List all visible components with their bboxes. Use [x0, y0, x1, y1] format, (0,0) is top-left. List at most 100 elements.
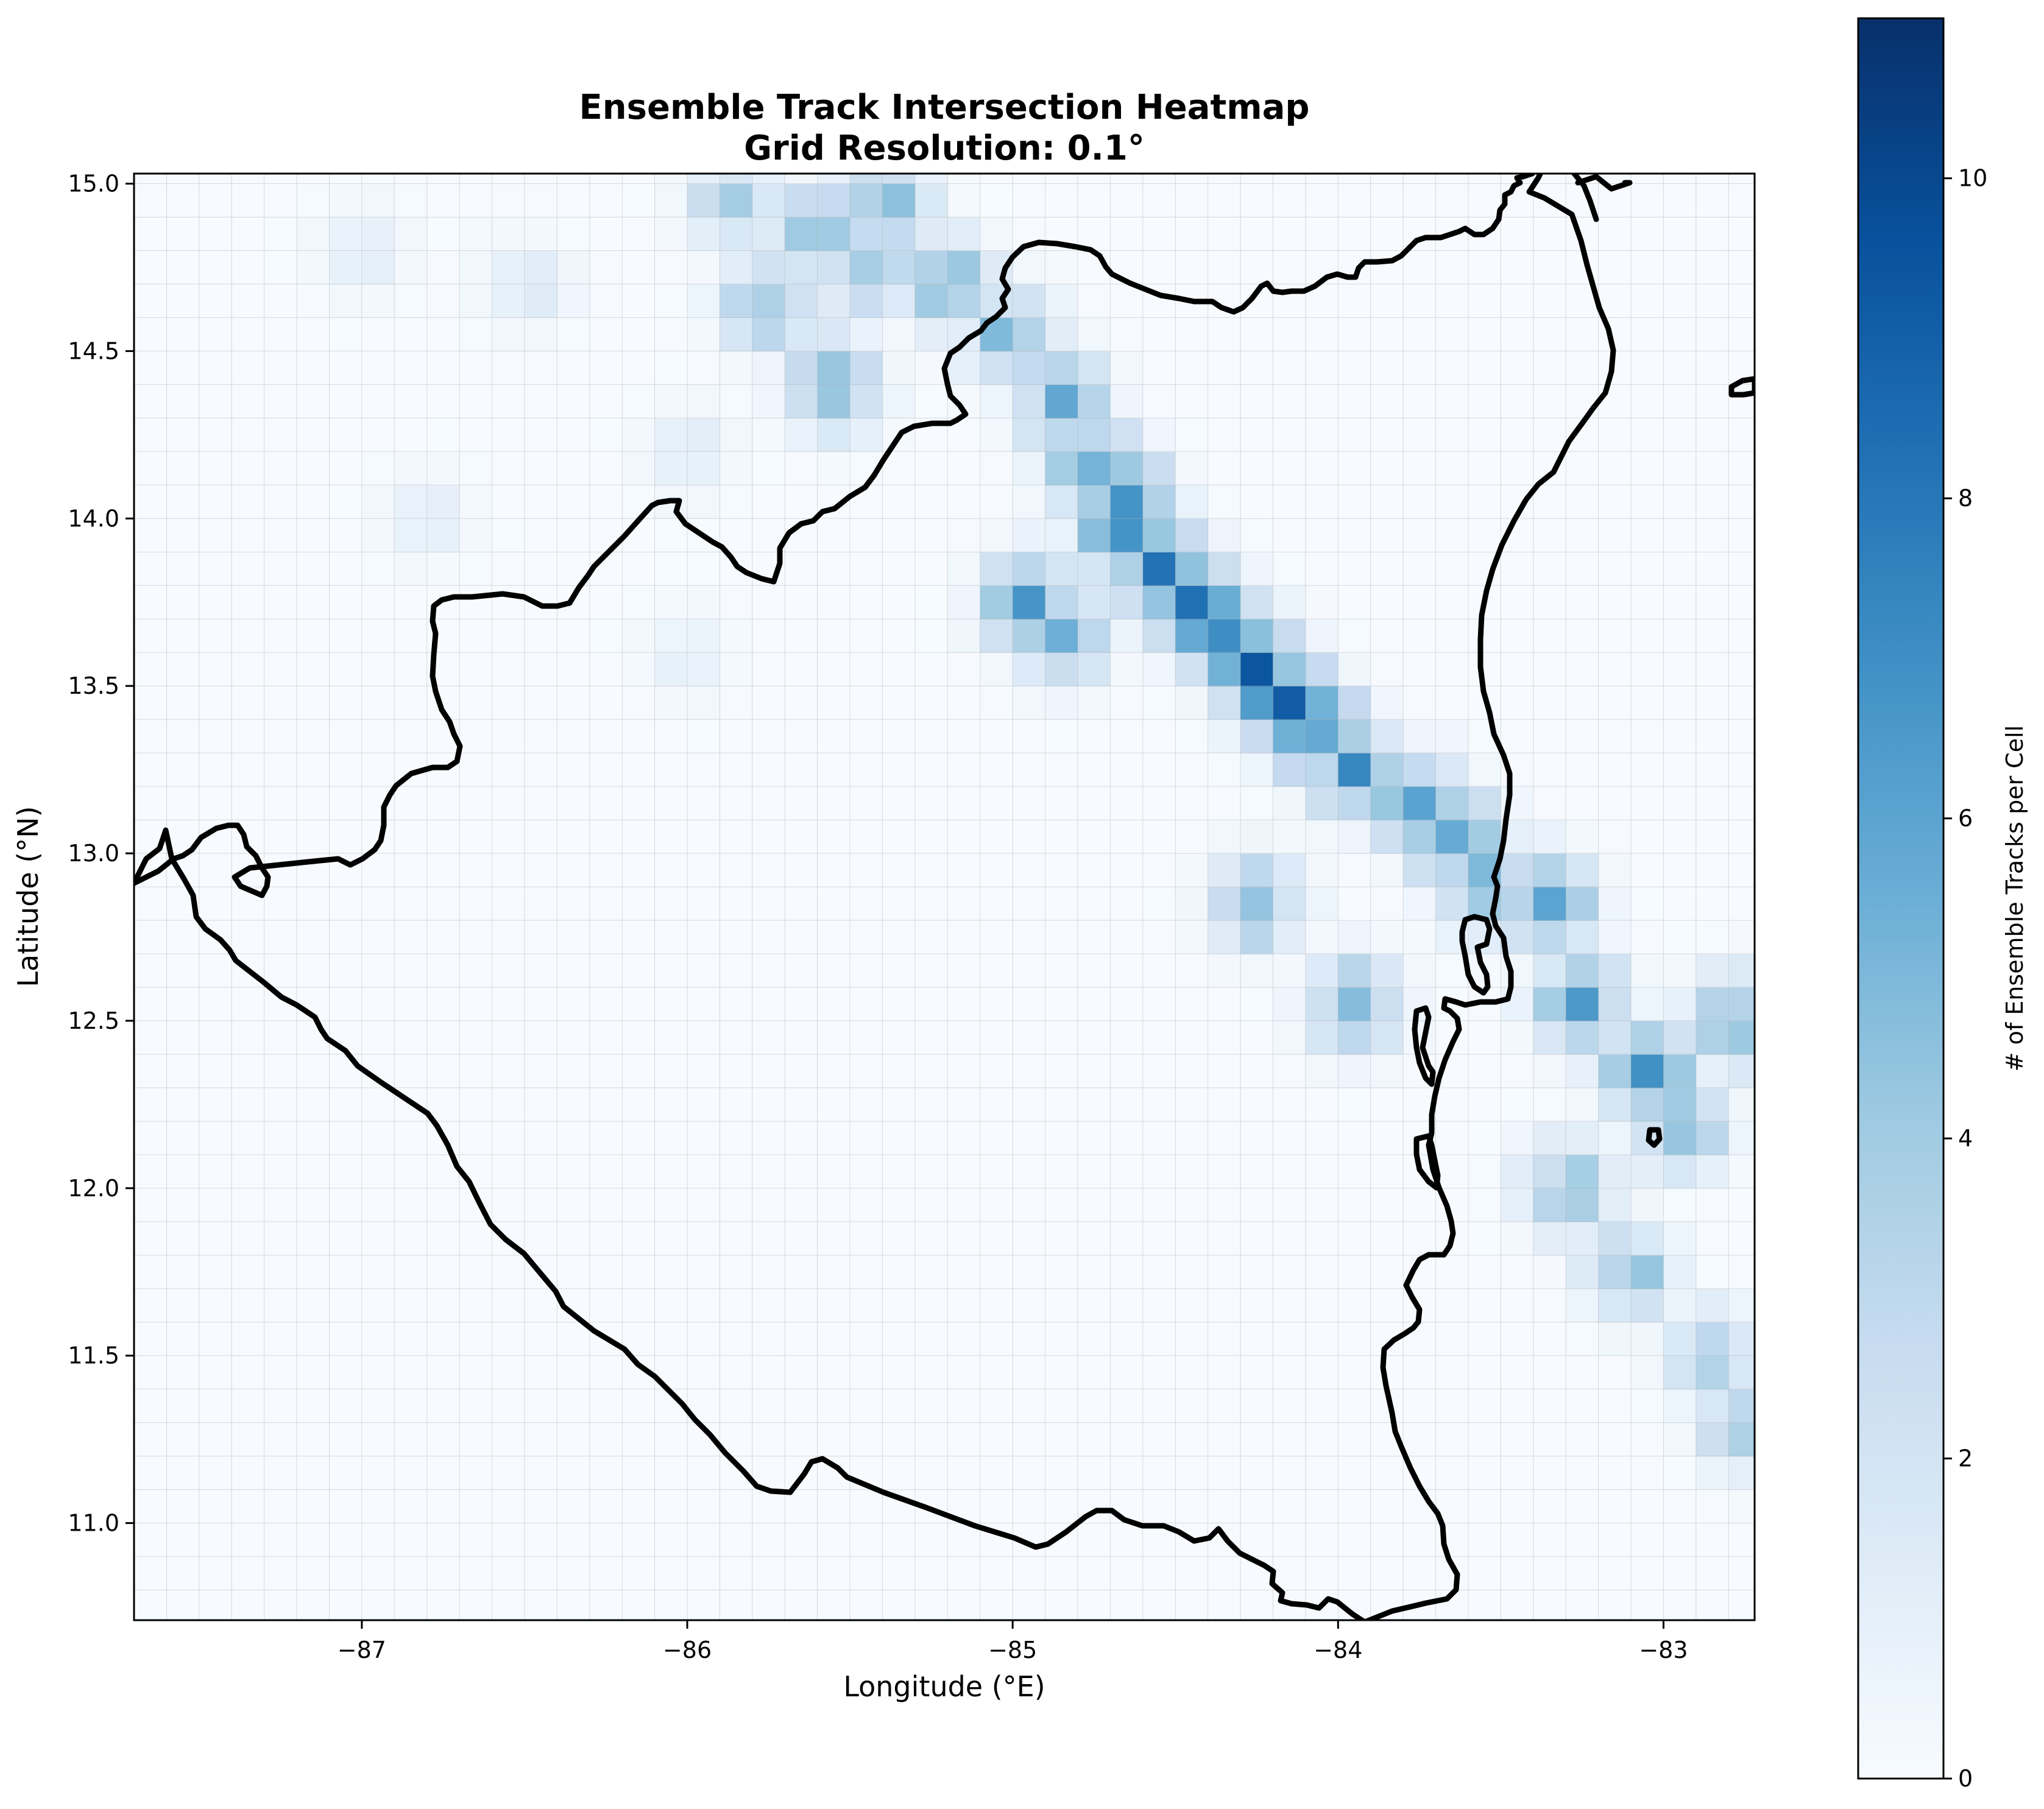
heatmap-cell [199, 686, 232, 720]
heatmap-cell [1468, 619, 1501, 653]
heatmap-cell [134, 1221, 168, 1256]
heatmap-cell [1240, 1121, 1274, 1155]
heatmap-cell [785, 1054, 818, 1088]
heatmap-cell [1598, 518, 1632, 552]
heatmap-cell [654, 1154, 688, 1189]
heatmap-cell [1110, 1422, 1144, 1457]
heatmap-cell [1728, 1590, 1755, 1620]
heatmap-cell [1208, 1154, 1241, 1189]
heatmap-cell [1403, 183, 1437, 218]
heatmap-cell [1468, 820, 1501, 854]
heatmap-cell [134, 953, 168, 988]
heatmap-cell [1077, 351, 1111, 385]
heatmap-cell [1631, 686, 1664, 720]
heatmap-cell [426, 1389, 460, 1423]
heatmap-cell [329, 552, 362, 586]
heatmap-cell [1403, 1389, 1437, 1423]
heatmap-cell [1696, 1087, 1729, 1122]
heatmap-cell [1110, 284, 1144, 319]
heatmap-cell [199, 1121, 232, 1155]
heatmap-cell [850, 652, 883, 686]
heatmap-cell [752, 485, 785, 519]
heatmap-cell [882, 585, 916, 619]
heatmap-cell [394, 1154, 428, 1189]
heatmap-cell [687, 1188, 721, 1222]
heatmap-cell [1045, 1422, 1078, 1457]
heatmap-cell [1208, 987, 1241, 1021]
heatmap-cell [654, 1121, 688, 1155]
heatmap-cell [1305, 719, 1339, 753]
heatmap-cell [687, 1054, 721, 1088]
heatmap-cell [459, 1590, 493, 1620]
heatmap-cell [752, 1556, 785, 1591]
heatmap-cell [492, 1020, 525, 1055]
heatmap-cell [1110, 953, 1144, 988]
heatmap-cell [1045, 1188, 1078, 1222]
heatmap-cell [1663, 351, 1697, 385]
heatmap-cell [1045, 1389, 1078, 1423]
heatmap-cell [1468, 1389, 1501, 1423]
heatmap-cell [1338, 1255, 1371, 1289]
heatmap-cell [1501, 1221, 1534, 1256]
heatmap-cell [1175, 820, 1209, 854]
heatmap-cell [329, 652, 362, 686]
heatmap-cell [1175, 1456, 1209, 1490]
heatmap-cell [232, 987, 265, 1021]
heatmap-cell [1208, 1121, 1241, 1155]
heatmap-cell [394, 174, 428, 185]
heatmap-cell [882, 1221, 916, 1256]
heatmap-cell [1013, 1121, 1046, 1155]
heatmap-cell [1696, 686, 1729, 720]
heatmap-cell [361, 418, 395, 452]
heatmap-cell [1013, 1590, 1046, 1620]
x-tick-label: −85 [988, 1637, 1037, 1663]
heatmap-cell [1598, 887, 1632, 921]
heatmap-cell [459, 652, 493, 686]
heatmap-cell [947, 284, 981, 319]
heatmap-cell [1175, 987, 1209, 1021]
heatmap-cell [1045, 284, 1078, 319]
heatmap-cell [1013, 518, 1046, 552]
heatmap-cell [199, 317, 232, 351]
heatmap-cell [589, 351, 623, 385]
heatmap-cell [589, 317, 623, 351]
heatmap-cell [1566, 887, 1599, 921]
heatmap-cell [720, 418, 753, 452]
heatmap-cell [557, 317, 590, 351]
heatmap-cell [361, 518, 395, 552]
heatmap-cell [1273, 920, 1306, 954]
heatmap-cell [1663, 1188, 1697, 1222]
heatmap-cell [1013, 1322, 1046, 1356]
heatmap-cell [1305, 217, 1339, 252]
heatmap-cell [1077, 619, 1111, 653]
heatmap-cell [1305, 1154, 1339, 1189]
heatmap-cell [1663, 1087, 1697, 1122]
heatmap-cell [589, 686, 623, 720]
heatmap-cell [1696, 518, 1729, 552]
heatmap-cell [1305, 1422, 1339, 1457]
heatmap-cell [1273, 1523, 1306, 1557]
heatmap-cell [557, 719, 590, 753]
heatmap-cell [882, 619, 916, 653]
heatmap-cell [1598, 987, 1632, 1021]
heatmap-cell [1501, 451, 1534, 485]
heatmap-cell [492, 217, 525, 252]
heatmap-cell [589, 217, 623, 252]
heatmap-cell [297, 552, 330, 586]
heatmap-cell [1631, 953, 1664, 988]
heatmap-cell [947, 820, 981, 854]
heatmap-cell [557, 284, 590, 319]
heatmap-cell [1696, 820, 1729, 854]
heatmap-cell [947, 853, 981, 887]
heatmap-cell [1208, 1255, 1241, 1289]
heatmap-cell [1273, 719, 1306, 753]
heatmap-cell [1305, 1255, 1339, 1289]
heatmap-cell [785, 753, 818, 787]
heatmap-cell [1142, 1288, 1176, 1323]
heatmap-cell [752, 1355, 785, 1390]
heatmap-cell [297, 920, 330, 954]
heatmap-cell [622, 820, 656, 854]
heatmap-cell [1240, 1422, 1274, 1457]
heatmap-cell [1110, 686, 1144, 720]
